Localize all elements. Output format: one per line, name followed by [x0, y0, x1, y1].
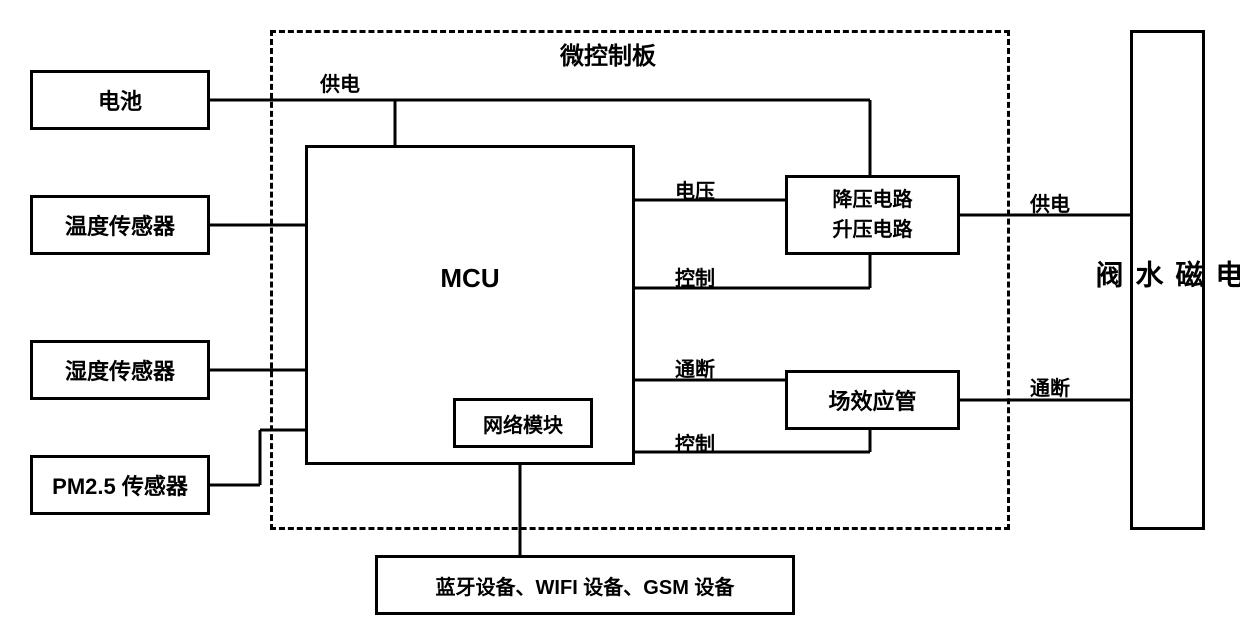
- valve-label: 电 磁 水 阀: [1088, 260, 1240, 300]
- power-out-label: 供电: [1030, 188, 1070, 217]
- battery-label: 电池: [98, 84, 142, 116]
- battery-block: 电池: [30, 70, 210, 130]
- devices-block: 蓝牙设备、WIFI 设备、GSM 设备: [375, 555, 795, 615]
- humidity-sensor-block: 湿度传感器: [30, 340, 210, 400]
- power-in-label: 供电: [320, 68, 360, 97]
- onoff2-label: 通断: [1030, 372, 1070, 401]
- fet-label: 场效应管: [828, 384, 916, 416]
- boost-label: 升压电路: [833, 215, 913, 245]
- valve-block: 电 磁 水 阀: [1130, 30, 1205, 530]
- pm-sensor-block: PM2.5 传感器: [30, 455, 210, 515]
- temp-sensor-label: 温度传感器: [65, 209, 175, 241]
- mcu-label: MCU: [308, 263, 632, 294]
- fet-block: 场效应管: [785, 370, 960, 430]
- control1-label: 控制: [675, 262, 715, 291]
- buck-boost-block: 降压电路 升压电路: [785, 175, 960, 255]
- pm-sensor-label: PM2.5 传感器: [52, 469, 188, 501]
- network-module-block: 网络模块: [453, 398, 593, 448]
- buck-label: 降压电路: [833, 185, 913, 215]
- control2-label: 控制: [675, 428, 715, 457]
- temp-sensor-block: 温度传感器: [30, 195, 210, 255]
- devices-label: 蓝牙设备、WIFI 设备、GSM 设备: [436, 571, 735, 600]
- mcu-block: MCU 网络模块: [305, 145, 635, 465]
- humidity-sensor-label: 湿度传感器: [65, 354, 175, 386]
- board-title: 微控制板: [560, 36, 656, 71]
- onoff1-label: 通断: [675, 353, 715, 382]
- network-module-label: 网络模块: [483, 409, 563, 438]
- voltage-label: 电压: [675, 175, 715, 204]
